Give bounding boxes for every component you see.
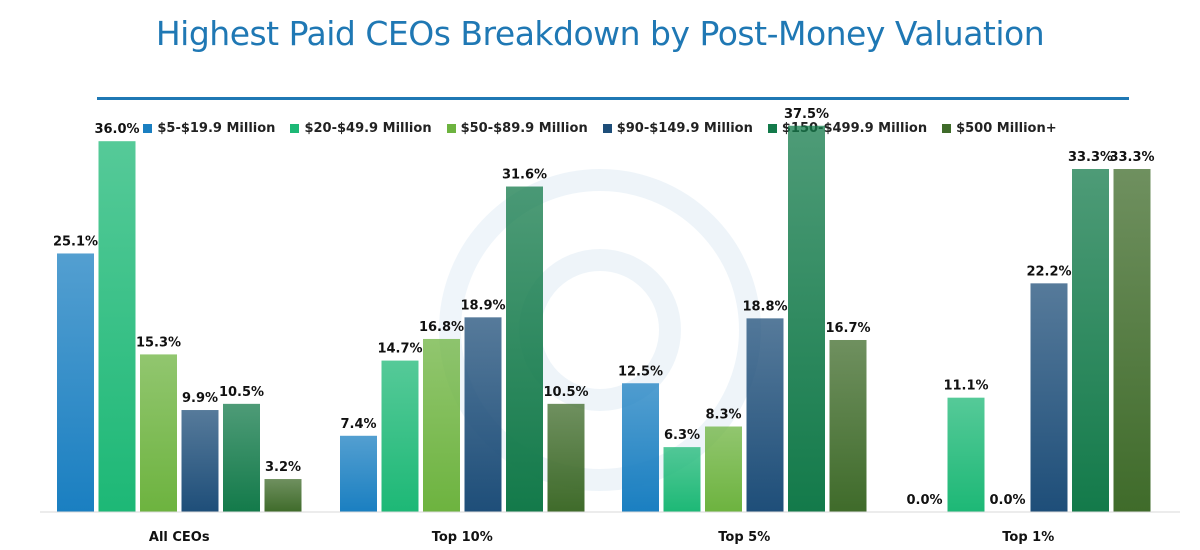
data-label-4-5: 33.3% — [1068, 150, 1113, 165]
data-label-1-2: 36.0% — [94, 122, 139, 137]
data-label-3-2: 6.3% — [664, 428, 700, 443]
data-label-2-6: 10.5% — [543, 385, 588, 400]
data-label-3-5: 37.5% — [784, 107, 829, 122]
legend-label-6: $500 Million+ — [956, 121, 1057, 136]
legend-item-1: $5-$19.9 Million — [143, 121, 275, 136]
bar-2-5 — [506, 186, 543, 512]
legend-label-1: $5-$19.9 Million — [157, 121, 276, 136]
bar-1-2 — [98, 141, 136, 512]
title-divider — [97, 97, 1129, 100]
data-label-4-1: 0.0% — [906, 493, 942, 508]
legend-label-2: $20-$49.9 Million — [304, 121, 432, 136]
data-label-1-3: 15.3% — [136, 335, 181, 350]
data-label-2-4: 18.9% — [460, 298, 505, 313]
data-label-4-6: 33.3% — [1109, 150, 1154, 165]
data-label-3-1: 12.5% — [618, 364, 663, 379]
bar-3-3 — [705, 426, 742, 512]
bar-4-6 — [1113, 169, 1151, 512]
data-label-2-1: 7.4% — [340, 417, 376, 432]
data-label-3-3: 8.3% — [705, 408, 741, 423]
legend-swatch-2 — [290, 124, 300, 133]
data-label-4-3: 0.0% — [989, 493, 1025, 508]
bar-3-5 — [788, 125, 825, 512]
bar-1-6 — [264, 479, 302, 512]
bar-1-4 — [181, 410, 219, 512]
data-label-2-3: 16.8% — [419, 320, 464, 335]
legend-swatch-3 — [446, 124, 456, 133]
bar-1-3 — [140, 354, 177, 512]
category-label-4: Top 1% — [1002, 530, 1054, 545]
data-label-2-2: 14.7% — [377, 342, 422, 357]
bar-3-2 — [663, 447, 701, 512]
legend-item-4: $90-$149.9 Million — [602, 121, 753, 136]
bar-4-5 — [1072, 169, 1109, 512]
data-label-3-6: 16.7% — [825, 321, 870, 336]
bar-2-6 — [547, 403, 585, 512]
category-label-3: Top 5% — [718, 530, 770, 545]
chart-title: Highest Paid CEOs Breakdown by Post-Mone… — [155, 14, 1045, 53]
legend-item-6: $500 Million+ — [942, 121, 1057, 136]
data-label-4-4: 22.2% — [1026, 264, 1071, 279]
legend-swatch-6 — [942, 124, 952, 133]
legend-item-3: $50-$89.9 Million — [446, 121, 588, 136]
bar-1-1 — [57, 253, 94, 512]
data-label-1-4: 9.9% — [182, 391, 218, 406]
legend-label-4: $90-$149.9 Million — [616, 121, 753, 136]
bar-1-5 — [223, 403, 260, 512]
legend-label-3: $50-$89.9 Million — [460, 121, 588, 136]
bar-2-4 — [464, 317, 502, 512]
category-label-2: Top 10% — [432, 530, 493, 545]
data-label-1-6: 3.2% — [265, 460, 301, 475]
data-label-2-5: 31.6% — [502, 168, 547, 183]
legend-item-2: $20-$49.9 Million — [290, 121, 432, 136]
data-label-4-2: 11.1% — [943, 379, 988, 394]
bar-4-2 — [947, 397, 985, 512]
bar-2-3 — [423, 338, 460, 512]
legend-swatch-1 — [143, 124, 153, 133]
data-label-1-1: 25.1% — [53, 234, 98, 249]
category-label-1: All CEOs — [149, 530, 210, 545]
bar-3-4 — [746, 318, 784, 512]
bar-3-1 — [622, 383, 659, 512]
bar-4-4 — [1030, 283, 1068, 512]
bar-2-1 — [340, 435, 377, 512]
data-label-3-4: 18.8% — [742, 299, 787, 314]
legend-swatch-4 — [602, 124, 612, 133]
data-label-1-5: 10.5% — [219, 385, 264, 400]
bar-3-6 — [829, 339, 867, 512]
legend-swatch-5 — [767, 124, 777, 133]
bar-2-2 — [381, 360, 419, 512]
